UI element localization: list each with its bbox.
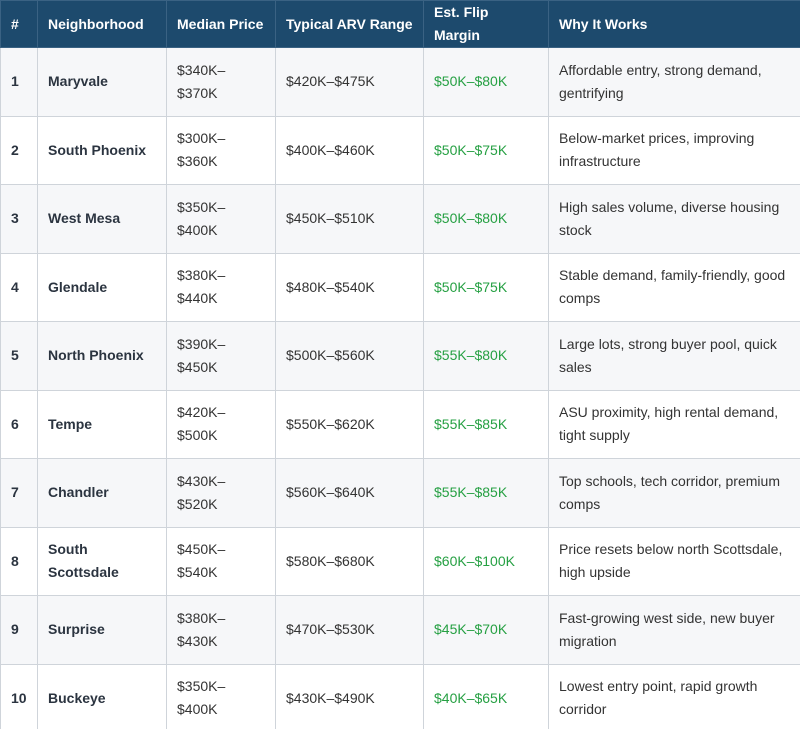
column-header: Neighborhood [37, 0, 167, 48]
table-cell: $350K–$400K [166, 663, 276, 729]
table-cell: $500K–$560K [275, 321, 424, 391]
table-cell: Stable demand, family-friendly, good com… [548, 252, 800, 322]
table-row: 10 Buckeye $350K–$400K $430K–$490K $40K–$65K… [0, 663, 800, 729]
table-cell: $350K–$400K [166, 184, 276, 254]
table-row: 9 Surprise $380K–$430K $470K–$530K $45K–$70K… [0, 595, 800, 665]
column-header: Median Price [166, 0, 276, 48]
table-cell: $60K–$100K [423, 526, 549, 596]
table-cell: 2 [0, 115, 38, 185]
table-cell: $480K–$540K [275, 252, 424, 322]
table-cell: $380K–$440K [166, 252, 276, 322]
table-cell: Large lots, strong buyer pool, quick sal… [548, 321, 800, 391]
table-cell: $430K–$490K [275, 663, 424, 729]
table-cell: Price resets below north Scottsdale, hig… [548, 526, 800, 596]
table-cell: Affordable entry, strong demand, gentrif… [548, 47, 800, 117]
table-cell: Tempe [37, 389, 167, 459]
table-cell: $40K–$65K [423, 663, 549, 729]
table-cell: $400K–$460K [275, 115, 424, 185]
table-cell: $300K–$360K [166, 115, 276, 185]
table-body: 1 Maryvale $340K–$370K $420K–$475K $50K–$80K… [0, 47, 800, 729]
table-cell: Surprise [37, 595, 167, 665]
table-cell: $45K–$70K [423, 595, 549, 665]
table-cell: Chandler [37, 458, 167, 528]
table-cell: 1 [0, 47, 38, 117]
table-cell: Fast-growing west side, new buyer migrat… [548, 595, 800, 665]
table-cell: 9 [0, 595, 38, 665]
table-row: 7 Chandler $430K–$520K $560K–$640K $55K–$85K… [0, 458, 800, 528]
table-cell: 8 [0, 526, 38, 596]
table-cell: High sales volume, diverse housing stock [548, 184, 800, 254]
table-cell: $450K–$540K [166, 526, 276, 596]
table-cell: Below-market prices, improving infrastru… [548, 115, 800, 185]
table-cell: $470K–$530K [275, 595, 424, 665]
table-cell: $55K–$85K [423, 389, 549, 459]
table-cell: $420K–$500K [166, 389, 276, 459]
table-cell: Glendale [37, 252, 167, 322]
table-cell: $420K–$475K [275, 47, 424, 117]
table-cell: $430K–$520K [166, 458, 276, 528]
table-cell: 3 [0, 184, 38, 254]
column-header: Est. Flip Margin [423, 0, 549, 48]
table-cell: 5 [0, 321, 38, 391]
table-cell: $560K–$640K [275, 458, 424, 528]
table-row: 5 North Phoenix $390K–$450K $500K–$560K $55K… [0, 321, 800, 391]
column-header: # [0, 0, 38, 48]
table-cell: $340K–$370K [166, 47, 276, 117]
table-cell: South Scottsdale [37, 526, 167, 596]
table-cell: South Phoenix [37, 115, 167, 185]
table-cell: $580K–$680K [275, 526, 424, 596]
column-header: Why It Works [548, 0, 800, 48]
column-header: Typical ARV Range [275, 0, 424, 48]
table-cell: $55K–$85K [423, 458, 549, 528]
table-cell: ASU proximity, high rental demand, tight… [548, 389, 800, 459]
table-cell: $50K–$80K [423, 47, 549, 117]
table-cell: 10 [0, 663, 38, 729]
table-cell: $380K–$430K [166, 595, 276, 665]
table-cell: $50K–$75K [423, 115, 549, 185]
table-cell: Top schools, tech corridor, premium comp… [548, 458, 800, 528]
table-cell: Lowest entry point, rapid growth corrido… [548, 663, 800, 729]
table-cell: $550K–$620K [275, 389, 424, 459]
table-cell: Buckeye [37, 663, 167, 729]
table-cell: 7 [0, 458, 38, 528]
table-cell: $55K–$80K [423, 321, 549, 391]
table-cell: $50K–$75K [423, 252, 549, 322]
table-row: 3 West Mesa $350K–$400K $450K–$510K $50K–$80… [0, 184, 800, 254]
table-cell: $450K–$510K [275, 184, 424, 254]
table-cell: 6 [0, 389, 38, 459]
table-header: # Neighborhood Median Price Typical ARV Ran… [0, 0, 800, 48]
table-cell: 4 [0, 252, 38, 322]
table-row: 1 Maryvale $340K–$370K $420K–$475K $50K–$80K… [0, 47, 800, 117]
table-row: 6 Tempe $420K–$500K $550K–$620K $55K–$85K ASU… [0, 389, 800, 459]
table-row: 4 Glendale $380K–$440K $480K–$540K $50K–$75K… [0, 252, 800, 322]
header-row: # Neighborhood Median Price Typical ARV Ran… [0, 0, 800, 48]
table-cell: West Mesa [37, 184, 167, 254]
table-row: 8 South Scottsdale $450K–$540K $580K–$680K $… [0, 526, 800, 596]
table-row: 2 South Phoenix $300K–$360K $400K–$460K $50K… [0, 115, 800, 185]
table-cell: Maryvale [37, 47, 167, 117]
table-cell: North Phoenix [37, 321, 167, 391]
table-cell: $390K–$450K [166, 321, 276, 391]
table-cell: $50K–$80K [423, 184, 549, 254]
